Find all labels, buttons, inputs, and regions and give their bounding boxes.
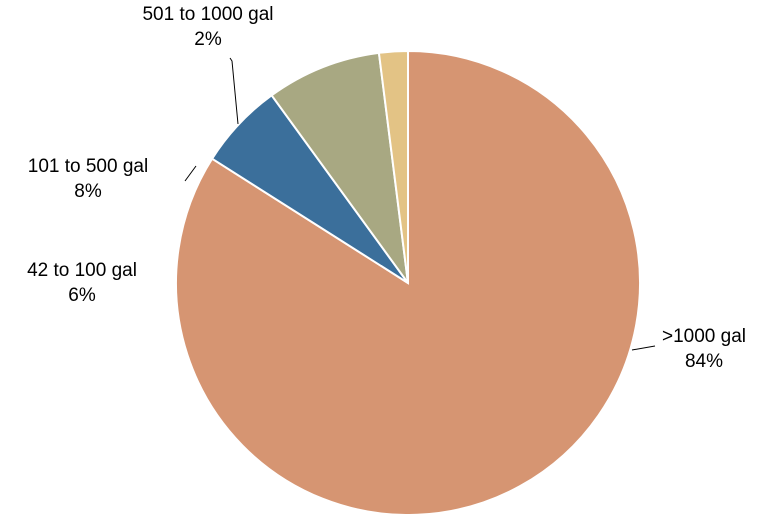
pie-slice-2: [270, 51, 409, 284]
slice-label-1: 42 to 100 gal 6%: [27, 260, 137, 306]
slice-category-label: >1000 gal: [662, 326, 746, 347]
slice-label-3: 501 to 1000 gal 2%: [142, 4, 273, 50]
slice-category-label: 501 to 1000 gal: [142, 4, 273, 25]
leader-line-0: [631, 345, 656, 351]
slice-category-label: 101 to 500 gal: [28, 156, 148, 177]
pie-slice-3: [377, 49, 409, 284]
slice-percent-label: 8%: [74, 181, 102, 202]
slice-percent-label: 2%: [194, 29, 222, 50]
slice-label-2: 101 to 500 gal 8%: [28, 156, 148, 202]
slice-category-label: 42 to 100 gal: [27, 260, 137, 281]
slice-label-0: >1000 gal 84%: [662, 326, 746, 372]
leader-line-2: [184, 165, 197, 182]
leader-line-3: [229, 57, 239, 125]
slice-percent-label: 84%: [685, 351, 723, 372]
slice-percent-label: 6%: [68, 285, 96, 306]
